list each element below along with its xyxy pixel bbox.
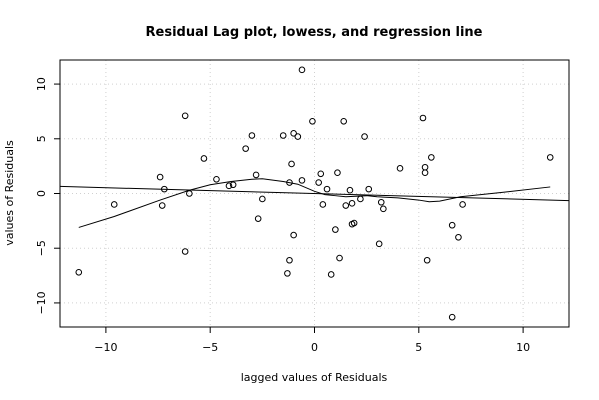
data-point: [248, 132, 256, 139]
data-point: [336, 254, 343, 262]
data-point: [242, 145, 249, 152]
x-tick-label: −10: [94, 341, 117, 354]
data-point: [200, 155, 208, 162]
data-point: [225, 182, 233, 190]
data-point: [346, 186, 354, 194]
data-point: [286, 256, 293, 264]
data-point: [348, 200, 356, 207]
y-tick-label: 10: [35, 77, 48, 91]
chart-title: Residual Lag plot, lowess, and regressio…: [146, 25, 483, 40]
data-point: [327, 271, 335, 278]
data-point: [340, 117, 348, 125]
data-point: [423, 256, 431, 264]
data-point: [309, 117, 316, 125]
data-point: [298, 66, 306, 74]
data-point: [357, 195, 364, 203]
regression-line: [59, 185, 570, 202]
x-tick-label: 0: [311, 341, 318, 354]
data-point: [448, 313, 456, 321]
data-point: [396, 165, 404, 172]
data-point: [319, 201, 327, 208]
data-point: [290, 231, 297, 239]
data-point: [229, 181, 237, 189]
data-point: [290, 130, 297, 137]
gridlines: [60, 60, 569, 327]
data-point: [350, 219, 358, 227]
data-point: [421, 163, 429, 171]
y-tick-label: 5: [35, 135, 48, 142]
data-point: [298, 177, 306, 184]
data-point: [365, 185, 373, 193]
data-point: [294, 133, 302, 140]
x-axis-label: lagged values of Residuals: [241, 371, 388, 384]
y-tick-label: −10: [35, 291, 48, 314]
data-point: [546, 154, 554, 161]
data-point: [428, 154, 435, 161]
data-point: [110, 201, 118, 208]
y-axis: −10 −5 0 5 10: [35, 77, 60, 315]
x-tick-label: 5: [415, 341, 422, 354]
lowess-curve: [78, 178, 551, 228]
data-point: [419, 114, 427, 122]
data-point: [288, 160, 295, 168]
data-point: [213, 175, 220, 183]
data-point: [279, 132, 287, 139]
x-tick-label: −5: [202, 341, 218, 354]
data-point: [334, 169, 341, 177]
data-point: [156, 173, 164, 181]
data-point: [75, 268, 83, 276]
data-point: [332, 226, 339, 233]
data-point: [284, 270, 291, 277]
data-point: [181, 112, 189, 120]
data-point: [361, 133, 368, 140]
x-tick-label: 10: [516, 341, 530, 354]
data-point: [315, 179, 322, 186]
y-tick-label: −5: [35, 240, 48, 256]
data-point: [455, 233, 462, 241]
data-point: [323, 185, 331, 193]
data-point: [342, 202, 350, 209]
data-point: [375, 240, 383, 248]
data-point: [259, 195, 266, 203]
data-point: [181, 248, 189, 255]
data-point: [317, 170, 325, 178]
data-point: [158, 202, 166, 209]
y-tick-label: 0: [35, 190, 48, 197]
scatter-points: [75, 66, 554, 321]
data-point: [254, 215, 262, 222]
data-point: [421, 169, 429, 177]
data-point: [459, 201, 466, 208]
data-point: [377, 198, 385, 206]
data-point: [448, 221, 456, 229]
y-axis-label: values of Residuals: [3, 140, 16, 246]
x-axis: −10 −5 0 5 10: [94, 327, 530, 354]
data-point: [380, 205, 387, 213]
data-point: [186, 190, 193, 197]
data-point: [252, 171, 260, 179]
